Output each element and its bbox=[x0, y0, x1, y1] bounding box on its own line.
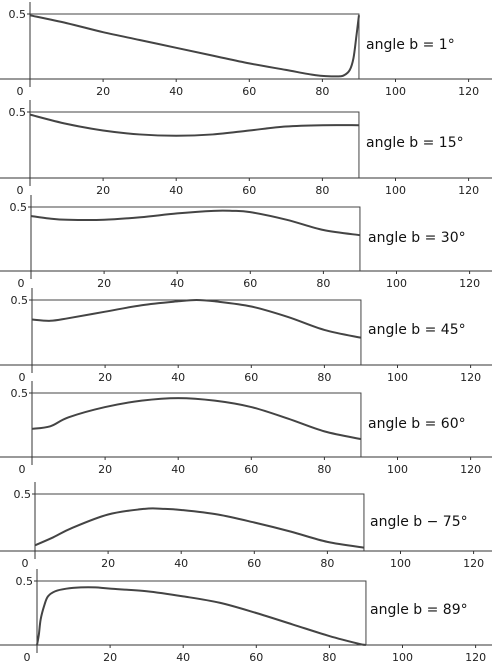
x-tick-label: 40 bbox=[169, 184, 183, 197]
series-line bbox=[29, 113, 359, 137]
x-tick-label: 120 bbox=[460, 371, 481, 384]
x-tick-label: 100 bbox=[386, 277, 407, 290]
x-tick-label: 60 bbox=[244, 463, 258, 476]
x-tick-label: 0 bbox=[17, 85, 24, 98]
x-tick-label: 20 bbox=[103, 651, 117, 664]
series-line bbox=[30, 209, 361, 237]
panel-4: 0 20 40 60 80 100 120 0.5 angle b = 45° bbox=[0, 288, 492, 384]
x-tick-label: 0 bbox=[22, 557, 29, 570]
y-tick-label: 0.5 bbox=[16, 575, 34, 588]
reference-box bbox=[35, 493, 365, 551]
x-tick-label: 20 bbox=[98, 463, 112, 476]
x-tick-label: 80 bbox=[317, 463, 331, 476]
x-tick-label: 80 bbox=[315, 85, 329, 98]
panel-2: 0 20 40 60 80 100 120 0.5 angle b = 15° bbox=[0, 100, 492, 197]
panel-5: 0 20 40 60 80 100 120 0.5 angle b = 60° bbox=[0, 381, 492, 476]
x-tick-label: 100 bbox=[387, 463, 408, 476]
x-tick-label: 60 bbox=[249, 651, 263, 664]
y-tick-label: 0.5 bbox=[9, 106, 27, 119]
y-tick-label: 0.5 bbox=[14, 488, 32, 501]
panel-7: 0 20 40 60 80 100 120 0.5 angle b = 89° bbox=[0, 569, 492, 664]
x-tick-label: 0 bbox=[17, 184, 24, 197]
x-tick-label: 120 bbox=[463, 557, 484, 570]
reference-box bbox=[31, 206, 361, 271]
series-line bbox=[29, 14, 360, 78]
panel-3: 0 20 40 60 80 100 120 0.5 angle b = 30° bbox=[0, 195, 492, 290]
reference-box bbox=[32, 299, 362, 365]
x-tick-label: 60 bbox=[242, 85, 256, 98]
x-tick-label: 40 bbox=[170, 277, 184, 290]
x-tick-label: 80 bbox=[322, 651, 336, 664]
x-tick-label: 60 bbox=[243, 277, 257, 290]
x-tick-label: 120 bbox=[465, 651, 486, 664]
reference-box bbox=[37, 580, 367, 645]
x-tick-label: 60 bbox=[244, 371, 258, 384]
reference-box bbox=[30, 111, 360, 178]
x-tick-label: 80 bbox=[320, 557, 334, 570]
x-tick-label: 80 bbox=[315, 184, 329, 197]
x-tick-label: 0 bbox=[19, 463, 26, 476]
panel-label: angle b = 89° bbox=[370, 602, 468, 618]
panel-label: angle b = 15° bbox=[366, 135, 464, 151]
x-tick-label: 40 bbox=[171, 371, 185, 384]
x-tick-label: 80 bbox=[316, 277, 330, 290]
panel-label: angle b = 60° bbox=[368, 416, 466, 432]
x-tick-label: 0 bbox=[18, 277, 25, 290]
x-tick-label: 60 bbox=[242, 184, 256, 197]
x-tick-label: 120 bbox=[458, 85, 479, 98]
x-tick-label: 100 bbox=[385, 184, 406, 197]
panel-label: angle b = 30° bbox=[368, 230, 466, 246]
x-tick-label: 80 bbox=[317, 371, 331, 384]
x-tick-label: 100 bbox=[390, 557, 411, 570]
series-line bbox=[31, 298, 362, 339]
series-line bbox=[31, 397, 362, 441]
x-tick-label: 40 bbox=[169, 85, 183, 98]
x-tick-label: 120 bbox=[459, 277, 480, 290]
x-tick-label: 100 bbox=[385, 85, 406, 98]
y-tick-label: 0.5 bbox=[11, 294, 29, 307]
panel-label: angle b − 75° bbox=[370, 514, 468, 530]
x-tick-label: 0 bbox=[24, 651, 31, 664]
x-tick-label: 0 bbox=[19, 371, 26, 384]
x-tick-label: 20 bbox=[101, 557, 115, 570]
x-tick-label: 20 bbox=[96, 184, 110, 197]
panel-1: 0 20 40 60 80 100 120 0.5 angle b = 1° bbox=[0, 2, 492, 98]
y-tick-label: 0.5 bbox=[10, 201, 28, 214]
x-tick-label: 120 bbox=[458, 184, 479, 197]
x-tick-label: 20 bbox=[98, 371, 112, 384]
x-tick-label: 100 bbox=[387, 371, 408, 384]
panel-6: 0 20 40 60 80 100 120 0.5 angle b − 75° bbox=[0, 482, 492, 570]
reference-box bbox=[32, 392, 362, 457]
x-tick-label: 60 bbox=[247, 557, 261, 570]
x-tick-label: 40 bbox=[176, 651, 190, 664]
reference-box bbox=[30, 13, 360, 79]
series-line bbox=[34, 507, 365, 549]
x-tick-label: 20 bbox=[96, 85, 110, 98]
series-line bbox=[36, 586, 367, 646]
x-tick-label: 100 bbox=[392, 651, 413, 664]
panel-label: angle b = 1° bbox=[366, 37, 455, 53]
x-tick-label: 120 bbox=[460, 463, 481, 476]
y-tick-label: 0.5 bbox=[9, 8, 27, 21]
x-tick-label: 40 bbox=[171, 463, 185, 476]
panel-label: angle b = 45° bbox=[368, 322, 466, 338]
x-tick-label: 20 bbox=[97, 277, 111, 290]
x-tick-label: 40 bbox=[174, 557, 188, 570]
y-tick-label: 0.5 bbox=[11, 387, 29, 400]
